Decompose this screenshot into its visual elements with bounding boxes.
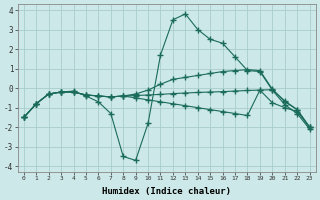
X-axis label: Humidex (Indice chaleur): Humidex (Indice chaleur) (102, 187, 231, 196)
